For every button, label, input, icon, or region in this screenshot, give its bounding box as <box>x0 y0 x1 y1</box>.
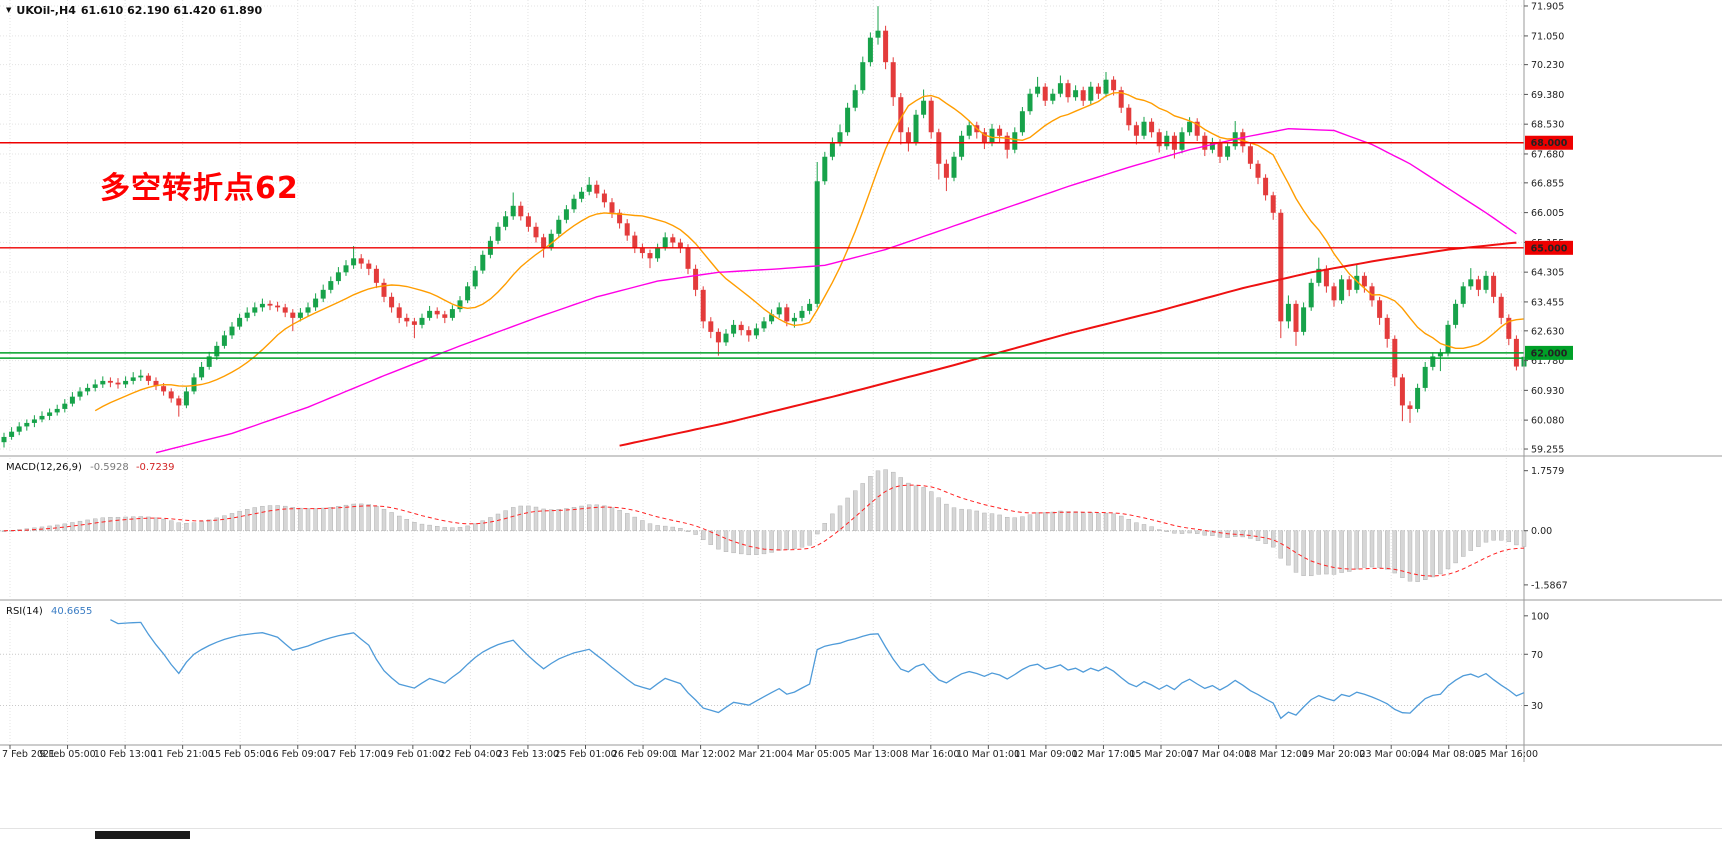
rsi-line <box>110 619 1525 720</box>
svg-text:19 Mar 20:00: 19 Mar 20:00 <box>1302 749 1365 760</box>
svg-text:4 Mar 05:00: 4 Mar 05:00 <box>787 749 844 760</box>
svg-text:25 Mar 16:00: 25 Mar 16:00 <box>1475 749 1538 760</box>
svg-text:10 Mar 01:00: 10 Mar 01:00 <box>957 749 1020 760</box>
price-tag: 62.000 <box>1525 345 1573 360</box>
rsi-label: RSI(14) <box>6 606 43 617</box>
svg-text:15 Feb 05:00: 15 Feb 05:00 <box>209 749 271 760</box>
svg-text:18 Mar 12:00: 18 Mar 12:00 <box>1244 749 1307 760</box>
svg-text:12 Mar 17:00: 12 Mar 17:00 <box>1072 749 1135 760</box>
ma-fast-line <box>94 91 1525 412</box>
svg-text:70.230: 70.230 <box>1531 60 1564 71</box>
svg-text:70: 70 <box>1531 650 1543 661</box>
svg-text:66.855: 66.855 <box>1531 178 1564 189</box>
svg-text:69.380: 69.380 <box>1531 90 1564 101</box>
svg-text:64.305: 64.305 <box>1531 268 1564 279</box>
svg-text:7 Feb 2021: 7 Feb 2021 <box>2 749 55 760</box>
macd-panel[interactable]: 1.7579 0.00 -1.5867 <box>0 466 1568 591</box>
chart-background <box>0 0 1722 762</box>
svg-text:24 Mar 08:00: 24 Mar 08:00 <box>1417 749 1480 760</box>
svg-text:10 Feb 13:00: 10 Feb 13:00 <box>94 749 156 760</box>
macd-signal-value: -0.7239 <box>135 462 175 473</box>
svg-text:59.255: 59.255 <box>1531 445 1564 456</box>
svg-text:62.000: 62.000 <box>1531 348 1568 359</box>
chart-canvas[interactable]: 71.905 71.050 70.230 69.380 68.530 67.680 66.8… <box>0 0 1722 762</box>
svg-text:68.000: 68.000 <box>1531 138 1568 149</box>
svg-text:22 Feb 04:00: 22 Feb 04:00 <box>439 749 501 760</box>
price-axis[interactable]: 71.905 71.050 70.230 69.380 68.530 67.680 66.8… <box>1524 1 1573 456</box>
svg-text:23 Feb 13:00: 23 Feb 13:00 <box>497 749 559 760</box>
ohlc-values: 61.610 62.190 61.420 61.890 <box>80 4 263 17</box>
rsi-header: RSI(14) 40.6655 <box>6 606 92 617</box>
svg-text:-1.5867: -1.5867 <box>1531 580 1568 591</box>
rsi-value: 40.6655 <box>50 606 93 617</box>
svg-text:1.7579: 1.7579 <box>1531 466 1564 477</box>
collapse-icon[interactable]: ▼ <box>6 6 12 14</box>
annotation-text: 多空转折点62 <box>100 171 299 206</box>
symbol-header: ▼ UKOil-,H4 61.610 62.190 61.420 61.890 <box>6 4 262 17</box>
svg-text:16 Feb 09:00: 16 Feb 09:00 <box>267 749 329 760</box>
ma-medium-line <box>155 127 1517 454</box>
svg-text:100: 100 <box>1531 611 1549 622</box>
svg-text:19 Feb 01:00: 19 Feb 01:00 <box>382 749 444 760</box>
macd-header: MACD(12,26,9) -0.5928 -0.7239 <box>6 462 175 473</box>
svg-text:25 Feb 01:00: 25 Feb 01:00 <box>554 749 616 760</box>
svg-text:66.005: 66.005 <box>1531 208 1564 219</box>
macd-main-value: -0.5928 <box>90 462 129 473</box>
svg-text:60.930: 60.930 <box>1531 386 1564 397</box>
price-tag: 65.000 <box>1525 240 1573 255</box>
svg-text:8 Mar 16:00: 8 Mar 16:00 <box>902 749 959 760</box>
svg-text:62.630: 62.630 <box>1531 326 1564 337</box>
svg-text:63.455: 63.455 <box>1531 297 1564 308</box>
scrollbar-thumb[interactable] <box>95 831 190 839</box>
svg-text:71.050: 71.050 <box>1531 31 1564 42</box>
svg-text:17 Feb 17:00: 17 Feb 17:00 <box>324 749 386 760</box>
symbol-title: UKOil-,H4 <box>16 4 76 17</box>
svg-text:9 Feb 05:00: 9 Feb 05:00 <box>39 749 95 760</box>
svg-text:5 Mar 13:00: 5 Mar 13:00 <box>845 749 902 760</box>
svg-text:68.530: 68.530 <box>1531 120 1564 131</box>
svg-text:71.905: 71.905 <box>1531 1 1564 12</box>
svg-text:2 Mar 21:00: 2 Mar 21:00 <box>729 749 786 760</box>
svg-text:0.00: 0.00 <box>1531 526 1552 537</box>
svg-text:30: 30 <box>1531 701 1543 712</box>
svg-text:11 Mar 09:00: 11 Mar 09:00 <box>1014 749 1077 760</box>
svg-text:23 Mar 00:00: 23 Mar 00:00 <box>1359 749 1422 760</box>
svg-text:15 Mar 20:00: 15 Mar 20:00 <box>1129 749 1192 760</box>
svg-text:65.000: 65.000 <box>1531 243 1568 254</box>
svg-text:17 Mar 04:00: 17 Mar 04:00 <box>1187 749 1250 760</box>
macd-label: MACD(12,26,9) <box>6 462 82 473</box>
svg-text:60.080: 60.080 <box>1531 416 1564 427</box>
rsi-panel[interactable]: 100 70 30 <box>0 611 1549 720</box>
macd-signal-line <box>3 484 1525 577</box>
svg-text:61.780: 61.780 <box>1531 356 1564 367</box>
horizontal-scrollbar[interactable] <box>0 828 1722 841</box>
svg-text:11 Feb 21:00: 11 Feb 21:00 <box>151 749 213 760</box>
price-tag: 68.000 <box>1525 135 1573 150</box>
svg-text:1 Mar 12:00: 1 Mar 12:00 <box>672 749 729 760</box>
svg-text:67.680: 67.680 <box>1531 149 1564 160</box>
ma-slow-line <box>619 241 1517 447</box>
svg-text:26 Feb 09:00: 26 Feb 09:00 <box>612 749 674 760</box>
